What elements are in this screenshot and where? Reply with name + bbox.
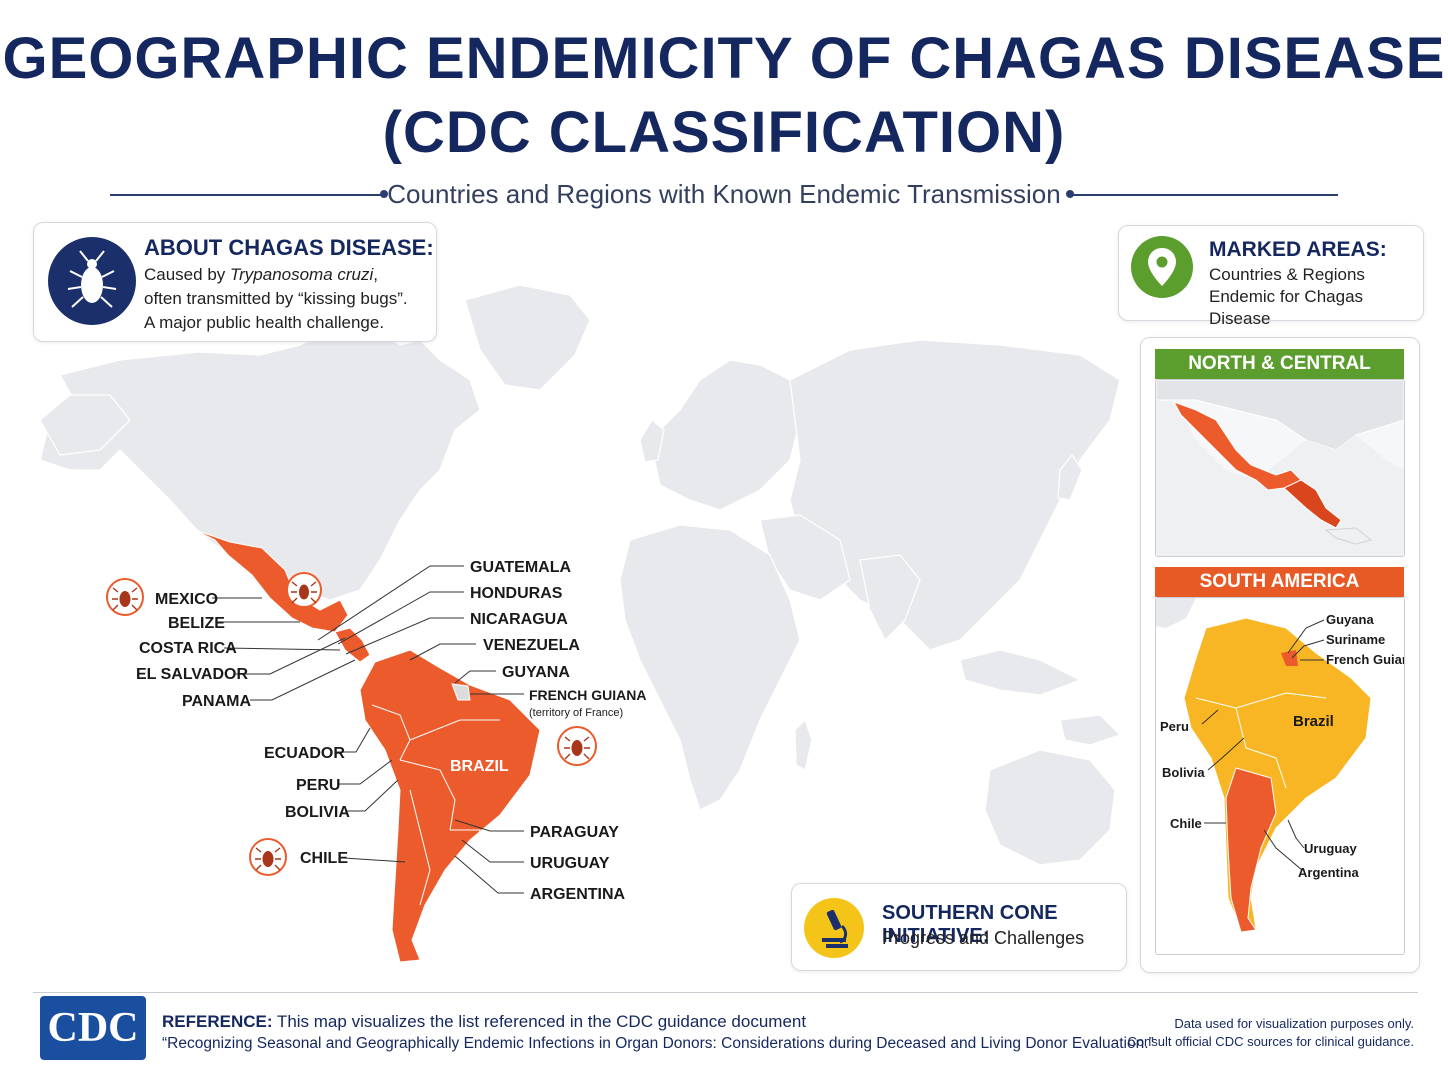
about-text: Caused by Trypanosoma cruzi, often trans… — [144, 265, 408, 332]
subtitle-dot-right — [1066, 190, 1074, 198]
uk-land — [639, 419, 665, 463]
disclaimer-line-2: Consult official CDC sources for clinica… — [1127, 1034, 1414, 1049]
southern-cone-heading: SOUTHERN CONE INITIATIVE: — [882, 902, 1058, 947]
marked-heading: MARKED AREAS: — [1209, 238, 1387, 261]
subtitle: Countries and Regions with Known Endemic… — [387, 179, 1061, 209]
inset-label-suriname: Suriname — [1326, 632, 1385, 647]
southern-cone-card: SOUTHERN CONE INITIATIVE: Progress and C… — [791, 883, 1127, 971]
inset-label-peru: Peru — [1160, 719, 1189, 734]
bug-marker-mexico — [106, 578, 144, 616]
new-guinea-land — [1059, 714, 1122, 746]
label-bolivia: BOLIVIA — [285, 804, 350, 821]
subtitle-row: Countries and Regions with Known Endemic… — [0, 176, 1448, 212]
central-america-endemic — [334, 627, 371, 663]
leader-lines — [212, 565, 524, 894]
about-card: ABOUT CHAGAS DISEASE: Caused by Trypanos… — [33, 222, 437, 342]
label-peru: PERU — [296, 777, 340, 794]
label-mexico: MEXICO — [155, 591, 218, 608]
greenland-land — [464, 284, 591, 391]
south-america-borders — [371, 704, 500, 906]
label-honduras: HONDURAS — [470, 585, 563, 602]
label-chile: CHILE — [300, 850, 348, 867]
north-central-inset-title: NORTH & CENTRAL AMERICA — [1155, 349, 1404, 404]
reference-label: REFERENCE: — [162, 1012, 273, 1031]
page-title: GEOGRAPHIC ENDEMICITY OF CHAGAS DISEASE — [2, 26, 1446, 91]
madagascar-land — [794, 718, 813, 771]
land-masses — [39, 284, 1122, 866]
inset-label-bolivia: Bolivia — [1162, 765, 1205, 780]
africa-land — [619, 524, 801, 811]
inset-label-guyana: Guyana — [1326, 612, 1374, 627]
subtitle-rule-left — [110, 194, 382, 196]
inset-label-french-guiana: French Guiana — [1326, 652, 1404, 667]
north-central-inset-map — [1155, 379, 1405, 557]
marked-text: Countries & Regions Endemic for Chagas D… — [1209, 265, 1365, 328]
label-guatemala: GUATEMALA — [470, 559, 571, 576]
subtitle-rule-right — [1072, 194, 1338, 196]
map-pin-icon — [1131, 236, 1193, 298]
label-paraguay: PARAGUAY — [530, 824, 619, 841]
south-america-endemic — [359, 649, 541, 963]
pathogen-name: Trypanosoma cruzi — [230, 265, 374, 284]
bug-marker-brazil — [557, 726, 597, 766]
label-nicaragua: NICARAGUA — [470, 611, 568, 628]
japan-land — [1057, 453, 1083, 501]
label-ecuador: ECUADOR — [264, 745, 345, 762]
south-america-inset-map: Guyana Suriname French Guiana Brazil Per… — [1155, 597, 1405, 955]
about-heading: ABOUT CHAGAS DISEASE: — [144, 235, 434, 260]
kissing-bug-icon — [48, 237, 136, 325]
label-argentina: ARGENTINA — [530, 886, 626, 903]
label-panama: PANAMA — [182, 693, 251, 710]
india-land — [859, 554, 921, 642]
bug-marker-chile — [249, 838, 287, 876]
label-guyana: GUYANA — [502, 664, 570, 681]
subtitle-dot-left — [380, 190, 388, 198]
label-uruguay: URUGUAY — [530, 855, 610, 872]
page-title-line2: (CDC CLASSIFICATION) — [382, 100, 1066, 165]
label-venezuela: VENEZUELA — [483, 637, 580, 654]
cdc-logo: CDC — [40, 996, 146, 1060]
label-el-salvador: EL SALVADOR — [136, 666, 248, 683]
south-america-inset-title: SOUTH AMERICA — [1155, 567, 1404, 597]
inset-label-argentina: Argentina — [1298, 865, 1359, 880]
disclaimer-line-1: Data used for visualization purposes onl… — [1174, 1016, 1414, 1031]
footer-divider — [33, 992, 1418, 993]
label-brazil: BRAZIL — [450, 758, 509, 775]
inset-label-brazil: Brazil — [1293, 713, 1334, 730]
europe-land — [649, 359, 801, 511]
australia-land — [984, 749, 1116, 866]
inset-label-chile: Chile — [1170, 816, 1202, 831]
southeast-asia-islands — [959, 649, 1082, 696]
alaska-land — [39, 394, 131, 456]
inset-label-uruguay: Uruguay — [1304, 841, 1358, 856]
reference-document: “Recognizing Seasonal and Geographically… — [162, 1035, 1154, 1052]
map-labels-right: GUATEMALA HONDURAS NICARAGUA VENEZUELA G… — [450, 559, 646, 903]
label-french-guiana: FRENCH GUIANA — [529, 687, 646, 703]
label-costa-rica: COSTA RICA — [139, 640, 237, 657]
label-french-guiana-note: (territory of France) — [529, 707, 623, 719]
reference-line: REFERENCE: This map visualizes the list … — [162, 1012, 807, 1031]
marked-areas-card: MARKED AREAS: Countries & Regions Endemi… — [1118, 225, 1424, 328]
microscope-icon — [804, 898, 864, 958]
bug-marker-gulf — [286, 572, 322, 608]
southern-cone-text: Progress and Challenges — [882, 928, 1085, 948]
label-belize: BELIZE — [168, 615, 225, 632]
french-guiana-shape — [451, 683, 471, 701]
map-labels-left: MEXICO BELIZE COSTA RICA EL SALVADOR PAN… — [136, 591, 350, 867]
